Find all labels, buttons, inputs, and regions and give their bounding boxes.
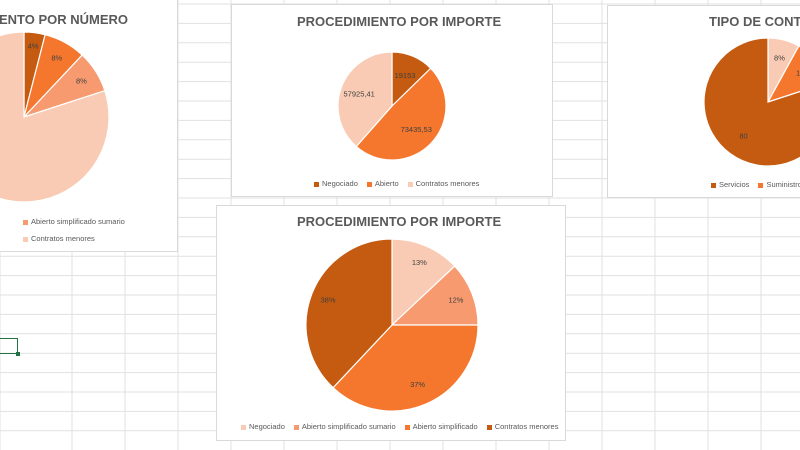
- pie-slice[interactable]: [703, 37, 800, 167]
- legend-entry: Servicios: [711, 180, 749, 189]
- pie-slice[interactable]: [337, 51, 393, 148]
- legend-entry: Contratos menores: [407, 179, 480, 188]
- slice-data-label: 13%: [412, 258, 427, 267]
- active-cell-selection[interactable]: [0, 338, 20, 356]
- legend-swatch: [314, 181, 319, 187]
- legend-entry: Contratos menores: [486, 422, 559, 431]
- legend-entry: Abierto: [366, 179, 399, 188]
- legend-label: Negociado: [249, 422, 285, 431]
- chart-title: PROCEDIMIENTO POR IMPORTE: [297, 214, 502, 229]
- legend-label: Abierto simplificado: [412, 422, 478, 431]
- chart-title: ENTO POR NÚMERO: [0, 12, 129, 27]
- legend-entry: Contratos menores: [23, 234, 125, 243]
- pie-slice[interactable]: [305, 238, 393, 389]
- pie-slice[interactable]: [390, 265, 479, 326]
- pie-plot: 4% 8% 8%: [0, 31, 110, 203]
- legend-label: Contratos menores: [494, 422, 559, 431]
- legend-entry: Abierto simplificado sumario: [23, 217, 125, 226]
- chart-legend: Negociado Abierto Contratos menores: [314, 179, 488, 188]
- legend-swatch: [293, 424, 299, 430]
- chart-legend: Negociado Abierto simplificado sumario Abi…: [241, 422, 565, 431]
- legend-swatch: [404, 424, 410, 430]
- legend-swatch: [366, 181, 372, 187]
- pie-plot: 13% 12% 37% 38%: [305, 238, 479, 412]
- pie-slice[interactable]: [355, 67, 447, 161]
- legend-entry: Abierto simplificado sumario: [293, 422, 396, 431]
- legend-swatch: [711, 182, 716, 188]
- slice-data-label: 38%: [321, 296, 336, 305]
- slice-data-label: 8%: [774, 53, 785, 62]
- legend-swatch: [241, 424, 246, 430]
- legend-entry: Negociado: [314, 179, 358, 188]
- chart-title: PROCEDIMIENTO POR IMPORTE: [297, 14, 502, 29]
- legend-label: Abierto simplificado sumario: [31, 217, 125, 226]
- legend-label: Servicios: [719, 180, 750, 189]
- chart-legend: Abierto simplificado sumario Contratos m…: [23, 217, 125, 243]
- slice-data-label: 12%: [448, 296, 463, 305]
- legend-label: Contratos menores: [415, 179, 480, 188]
- slice-data-label: 73435,53: [401, 125, 432, 134]
- slice-data-label: 8%: [51, 53, 62, 62]
- pie-slice[interactable]: [391, 238, 456, 327]
- legend-swatch: [486, 424, 492, 430]
- legend-label: Suministro: [766, 180, 800, 189]
- slice-data-label: 19153: [395, 71, 416, 80]
- chart-title: TIPO DE CONTR: [709, 14, 800, 29]
- pie-chart-procedimiento-por-importe[interactable]: PROCEDIMIENTO POR IMPORTE 19153 73435,53 5…: [231, 4, 553, 197]
- legend-swatch: [758, 182, 764, 188]
- legend-swatch: [407, 181, 413, 187]
- legend-label: Abierto simplificado sumario: [301, 422, 396, 431]
- pie-chart-procedimiento-por-numero[interactable]: ENTO POR NÚMERO 4% 8% 8% Abierto simplific…: [0, 0, 178, 252]
- slice-data-label: 4%: [28, 41, 39, 50]
- pie-chart-procedimiento-por-importe-porcentaje[interactable]: PROCEDIMIENTO POR IMPORTE 13% 12% 37% 38% N…: [216, 205, 566, 441]
- slice-data-label: 80: [739, 132, 747, 141]
- legend-label: Negociado: [322, 179, 358, 188]
- slice-data-label: 8%: [76, 77, 87, 86]
- slice-data-label: 12%: [796, 69, 800, 78]
- pie-plot: 19153 73435,53 57925,41: [337, 51, 447, 161]
- pie-plot: 8% 12% 80: [703, 37, 800, 167]
- pie-slice[interactable]: [766, 45, 800, 104]
- legend-entry: Negociado: [241, 422, 285, 431]
- pie-slice[interactable]: [0, 31, 110, 203]
- legend-label: Abierto: [374, 179, 399, 188]
- pie-chart-tipo-de-contrato[interactable]: TIPO DE CONTR 8% 12% 80 Servicios Suministr…: [607, 5, 800, 198]
- slice-data-label: 37%: [410, 380, 425, 389]
- legend-label: Contratos menores: [31, 234, 95, 243]
- legend-entry: Suministro: [758, 180, 800, 189]
- legend-swatch: [23, 236, 28, 242]
- legend-entry: Abierto simplificado: [404, 422, 478, 431]
- slice-data-label: 57925,41: [344, 90, 375, 99]
- pie-slice[interactable]: [332, 324, 479, 412]
- chart-legend: Servicios Suministro: [711, 180, 800, 189]
- legend-swatch: [23, 219, 28, 225]
